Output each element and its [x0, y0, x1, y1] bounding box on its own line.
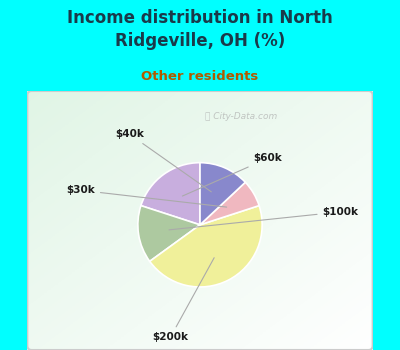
Text: $40k: $40k [115, 129, 211, 192]
Text: $200k: $200k [152, 258, 214, 342]
Text: Income distribution in North
Ridgeville, OH (%): Income distribution in North Ridgeville,… [67, 9, 333, 50]
Wedge shape [141, 163, 200, 225]
Wedge shape [200, 163, 245, 225]
Wedge shape [200, 182, 259, 225]
Text: $30k: $30k [66, 185, 227, 207]
Text: $100k: $100k [169, 207, 358, 230]
Text: $60k: $60k [182, 153, 282, 196]
Wedge shape [138, 205, 200, 261]
Text: ⓘ City-Data.com: ⓘ City-Data.com [206, 112, 278, 121]
Wedge shape [150, 205, 262, 287]
Text: Other residents: Other residents [141, 70, 259, 83]
